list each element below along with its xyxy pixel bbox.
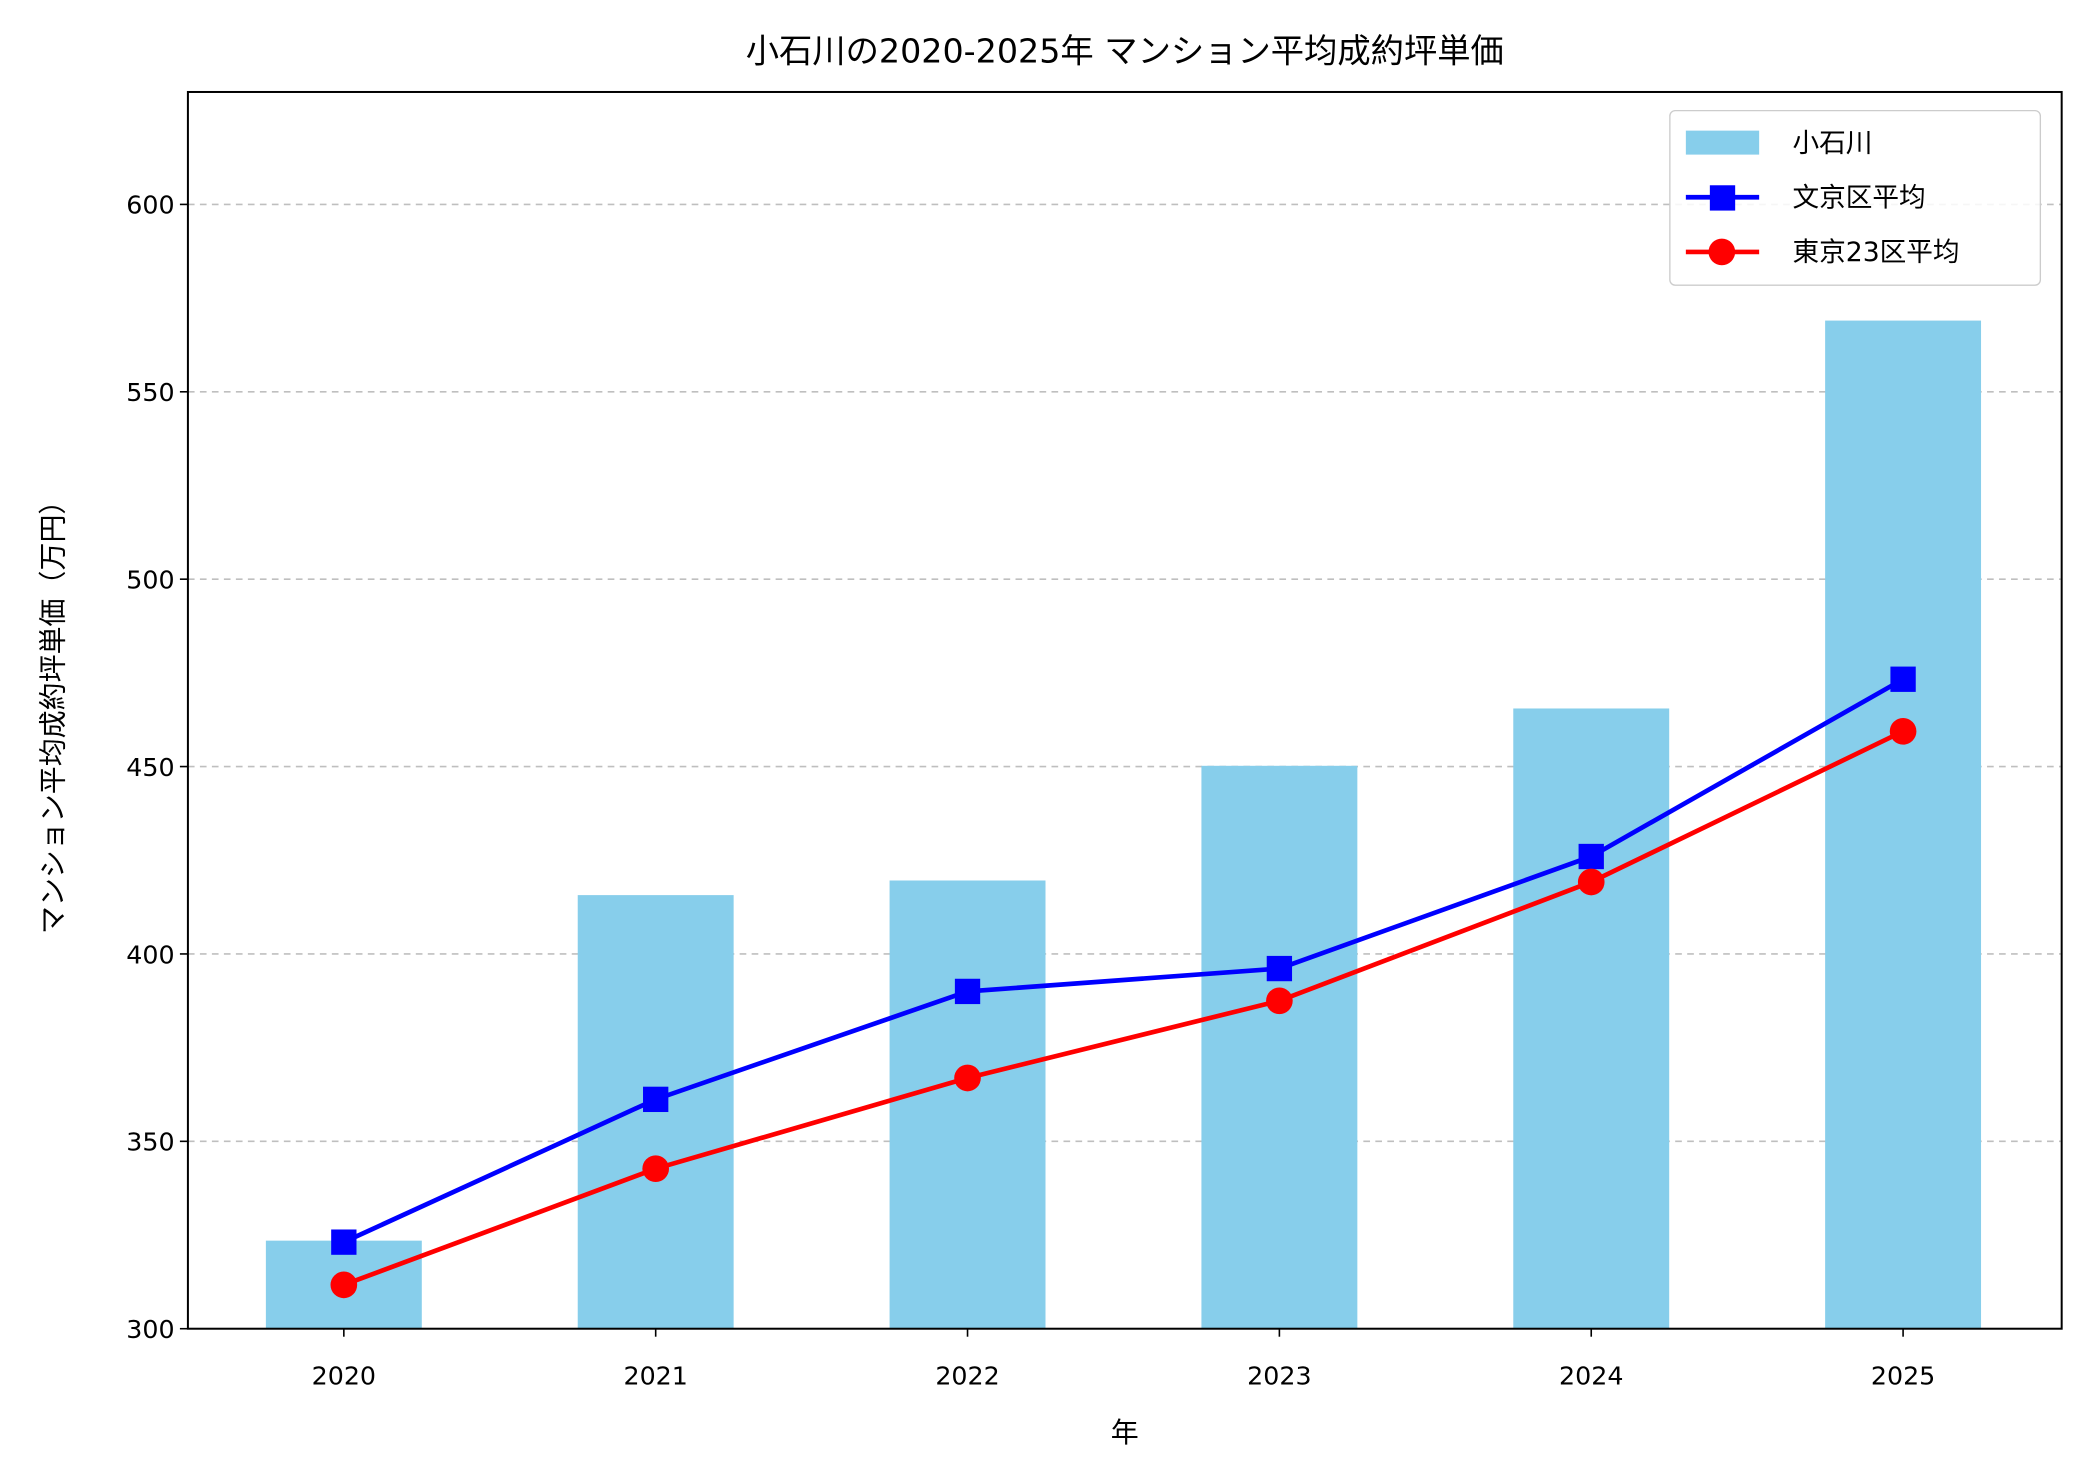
bar [1201, 765, 1358, 1329]
square-marker [1890, 666, 1916, 692]
legend: 小石川 文京区平均 東京23区平均 [1669, 109, 2042, 286]
y-tick-label: 400 [126, 939, 174, 969]
square-marker [643, 1086, 669, 1113]
grid [187, 203, 2062, 1143]
x-tick-label: 2024 [1559, 1361, 1623, 1391]
square-marker [331, 1229, 357, 1255]
bars [265, 320, 1982, 1329]
x-tick-label: 2023 [1247, 1361, 1311, 1391]
square-marker [1266, 955, 1293, 982]
y-axis: 300 350 400 450 500 550 600 [126, 190, 188, 1344]
y-tick-label: 300 [126, 1314, 174, 1344]
legend-swatch-bar [1685, 130, 1760, 155]
y-axis-label: マンション平均成約坪単価（万円） [37, 487, 70, 934]
circle-marker [330, 1271, 358, 1299]
chart-title: 小石川の2020-2025年 マンション平均成約坪単価 [746, 32, 1504, 71]
y-tick-label: 550 [126, 377, 174, 407]
legend-marker-square [1709, 185, 1736, 211]
y-tick-label: 500 [126, 565, 174, 595]
y-tick-label: 450 [126, 752, 174, 782]
square-marker [1578, 843, 1604, 870]
circle-marker [1889, 718, 1917, 745]
series-line [343, 729, 1905, 1288]
legend-label-blue: 文京区平均 [1792, 183, 1925, 214]
bar [1825, 320, 1982, 1329]
x-tick-label: 2020 [312, 1361, 376, 1391]
bar [1513, 708, 1670, 1329]
x-tick-label: 2021 [623, 1361, 687, 1391]
legend-label-red: 東京23区平均 [1792, 237, 1959, 268]
x-tick-label: 2025 [1871, 1361, 1935, 1391]
circle-marker [954, 1064, 981, 1092]
y-tick-label: 350 [126, 1127, 174, 1157]
lines [330, 666, 1917, 1299]
circle-marker [1266, 987, 1293, 1015]
x-axis: 2020 2021 2022 2023 2024 2025 [312, 1328, 1935, 1391]
legend-frame [1669, 109, 2042, 286]
square-marker [954, 978, 981, 1005]
x-tick-label: 2022 [935, 1361, 999, 1391]
plot-frame [186, 90, 2063, 1330]
legend-label-bar: 小石川 [1792, 128, 1872, 159]
circle-marker [1577, 868, 1605, 896]
bar [889, 880, 1046, 1329]
legend-marker-circle [1708, 238, 1736, 266]
circle-marker [642, 1155, 670, 1183]
series-line [342, 677, 1905, 1245]
y-tick-label: 600 [126, 190, 174, 220]
x-axis-label: 年 [1111, 1416, 1139, 1449]
